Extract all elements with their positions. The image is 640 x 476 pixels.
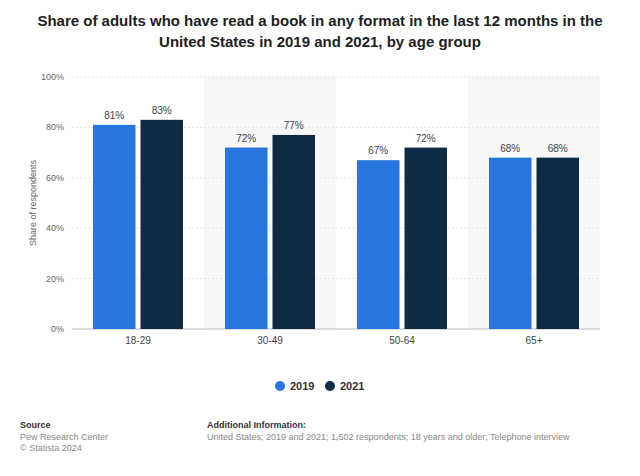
legend-swatch (325, 381, 335, 391)
data-labels: 81% 72% 67% 68% 83% 77% 72% 68% (104, 105, 568, 156)
band (468, 77, 600, 329)
y-tick-label: 60% (46, 173, 64, 183)
footer-heading: Source (20, 420, 51, 430)
legend-swatch (275, 381, 285, 391)
footer-text: Pew Research Center (20, 432, 108, 442)
y-tick-label: 80% (46, 122, 64, 132)
title: United States in 2019 and 2021, by age g… (159, 33, 481, 50)
data-label: 77% (284, 120, 304, 131)
y-tick-label: 20% (46, 274, 64, 284)
x-tick-label: 50-64 (389, 335, 415, 346)
y-tick-label: 0% (51, 324, 64, 334)
title: Share of adults who have read a book in … (37, 12, 602, 29)
bar (537, 158, 580, 329)
bar (141, 120, 184, 329)
footer-heading: Additional Information: (207, 420, 306, 430)
data-label: 81% (104, 110, 124, 121)
legend-label: 2019 (290, 380, 314, 392)
bar (273, 135, 316, 329)
footer-text: United States; 2019 and 2021; 1,502 resp… (207, 432, 570, 442)
y-tick-label: 100% (41, 72, 64, 82)
data-label: 67% (368, 145, 388, 156)
bar (225, 148, 268, 329)
x-tick-label: 65+ (526, 335, 543, 346)
legend-label: 2021 (340, 380, 364, 392)
legend: 2019 2021 (275, 380, 364, 392)
bar (357, 160, 400, 329)
x-tick-label: 18-29 (125, 335, 151, 346)
bars (93, 120, 579, 329)
footer-text: © Statista 2024 (20, 443, 82, 453)
x-tick-label: 30-49 (257, 335, 283, 346)
bar (405, 148, 448, 329)
band (204, 77, 336, 329)
bar (489, 158, 532, 329)
data-label: 68% (500, 143, 520, 154)
y-tick-label: 40% (46, 223, 64, 233)
bar (93, 125, 136, 329)
grid-line (72, 77, 600, 78)
y-axis-label: Share of respondents (28, 159, 38, 246)
data-label: 83% (152, 105, 172, 116)
chart: Share of adults who have read a book in … (0, 0, 640, 476)
data-label: 72% (416, 133, 436, 144)
data-label: 68% (548, 143, 568, 154)
data-label: 72% (236, 133, 256, 144)
